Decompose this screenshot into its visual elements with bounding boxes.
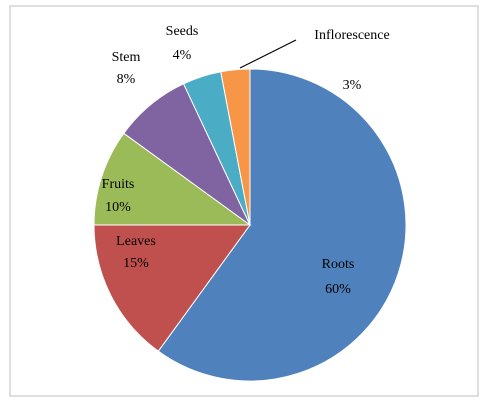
pie-slice [93, 224, 251, 352]
slice-value-label: 3% [343, 78, 362, 93]
slice-label: Inflorescence [314, 28, 389, 43]
slice-value-label: 15% [123, 256, 149, 271]
slice-value-label: 8% [117, 72, 136, 87]
slice-value-label: 4% [173, 48, 192, 63]
slice-value-label: 10% [105, 200, 131, 215]
slice-label: Fruits [102, 177, 135, 192]
slice-value-label: 60% [325, 282, 351, 297]
slice-label: Leaves [116, 234, 156, 249]
slice-label: Stem [112, 50, 141, 65]
slice-label: Seeds [166, 24, 199, 39]
pie-slice [93, 132, 252, 226]
leader-line [239, 39, 297, 69]
slice-label: Roots [322, 257, 355, 272]
pie-slice [157, 68, 407, 382]
pie-slice [220, 68, 251, 226]
